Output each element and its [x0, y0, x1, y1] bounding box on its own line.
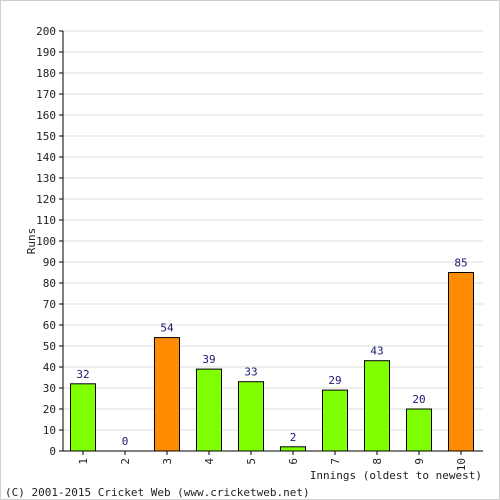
- data-label: 20: [412, 393, 425, 406]
- y-tick-label: 130: [36, 172, 56, 185]
- y-tick-label: 0: [49, 445, 56, 458]
- bars: [70, 272, 474, 452]
- data-label: 32: [76, 368, 89, 381]
- bar: [196, 368, 222, 452]
- data-label: 85: [454, 257, 467, 270]
- y-tick-label: 50: [43, 340, 56, 353]
- x-tick-label: 4: [203, 458, 216, 465]
- data-label: 54: [160, 322, 174, 335]
- x-tick-label: 10: [455, 458, 468, 471]
- y-tick-label: 160: [36, 109, 56, 122]
- bar: [448, 272, 474, 452]
- x-axis-title: Innings (oldest to newest): [310, 469, 482, 482]
- bar: [280, 446, 306, 452]
- y-tick-label: 70: [43, 298, 56, 311]
- bar: [322, 389, 348, 452]
- y-tick-label: 120: [36, 193, 56, 206]
- x-tick-label: 7: [329, 458, 342, 465]
- x-tick-label: 3: [161, 458, 174, 465]
- y-tick-label: 80: [43, 277, 56, 290]
- data-label: 33: [244, 366, 257, 379]
- x-tick-label: 5: [245, 458, 258, 465]
- bar: [406, 408, 432, 452]
- y-tick-label: 20: [43, 403, 56, 416]
- x-axis-ticks: 1 2 3 4 5 6 7 8 9 10: [77, 451, 468, 471]
- x-tick-label: 6: [287, 458, 300, 465]
- data-label: 29: [328, 374, 341, 387]
- y-axis-title: Runs: [25, 228, 38, 255]
- y-tick-label: 180: [36, 67, 56, 80]
- y-tick-label: 10: [43, 424, 56, 437]
- gridlines: [63, 30, 483, 431]
- y-tick-label: 30: [43, 382, 56, 395]
- y-tick-label: 90: [43, 256, 56, 269]
- y-tick-label: 140: [36, 151, 56, 164]
- y-tick-label: 150: [36, 130, 56, 143]
- x-tick-label: 9: [413, 458, 426, 465]
- x-tick-label: 8: [371, 458, 384, 465]
- y-tick-label: 40: [43, 361, 56, 374]
- y-tick-label: 60: [43, 319, 56, 332]
- x-tick-label: 1: [77, 458, 90, 465]
- y-tick-label: 110: [36, 214, 56, 227]
- y-tick-label: 190: [36, 46, 56, 59]
- copyright-text: (C) 2001-2015 Cricket Web (www.cricketwe…: [5, 486, 310, 499]
- bar: [364, 360, 390, 452]
- bar: [238, 381, 264, 452]
- data-label: 39: [202, 353, 215, 366]
- y-axis-ticks: 0 10 20 30 40 50 60 70 80 90 100 110 120 130 140 150 160…: [36, 25, 63, 458]
- y-tick-label: 170: [36, 88, 56, 101]
- y-tick-label: 200: [36, 25, 56, 38]
- data-label: 0: [122, 435, 129, 448]
- data-label: 2: [290, 431, 297, 444]
- data-labels: 32 0 54 39 33 2 29 43 20 85: [76, 257, 467, 449]
- bar: [154, 337, 180, 452]
- y-tick-label: 100: [36, 235, 56, 248]
- data-label: 43: [370, 345, 383, 358]
- x-tick-label: 2: [119, 458, 132, 465]
- bar: [70, 383, 96, 452]
